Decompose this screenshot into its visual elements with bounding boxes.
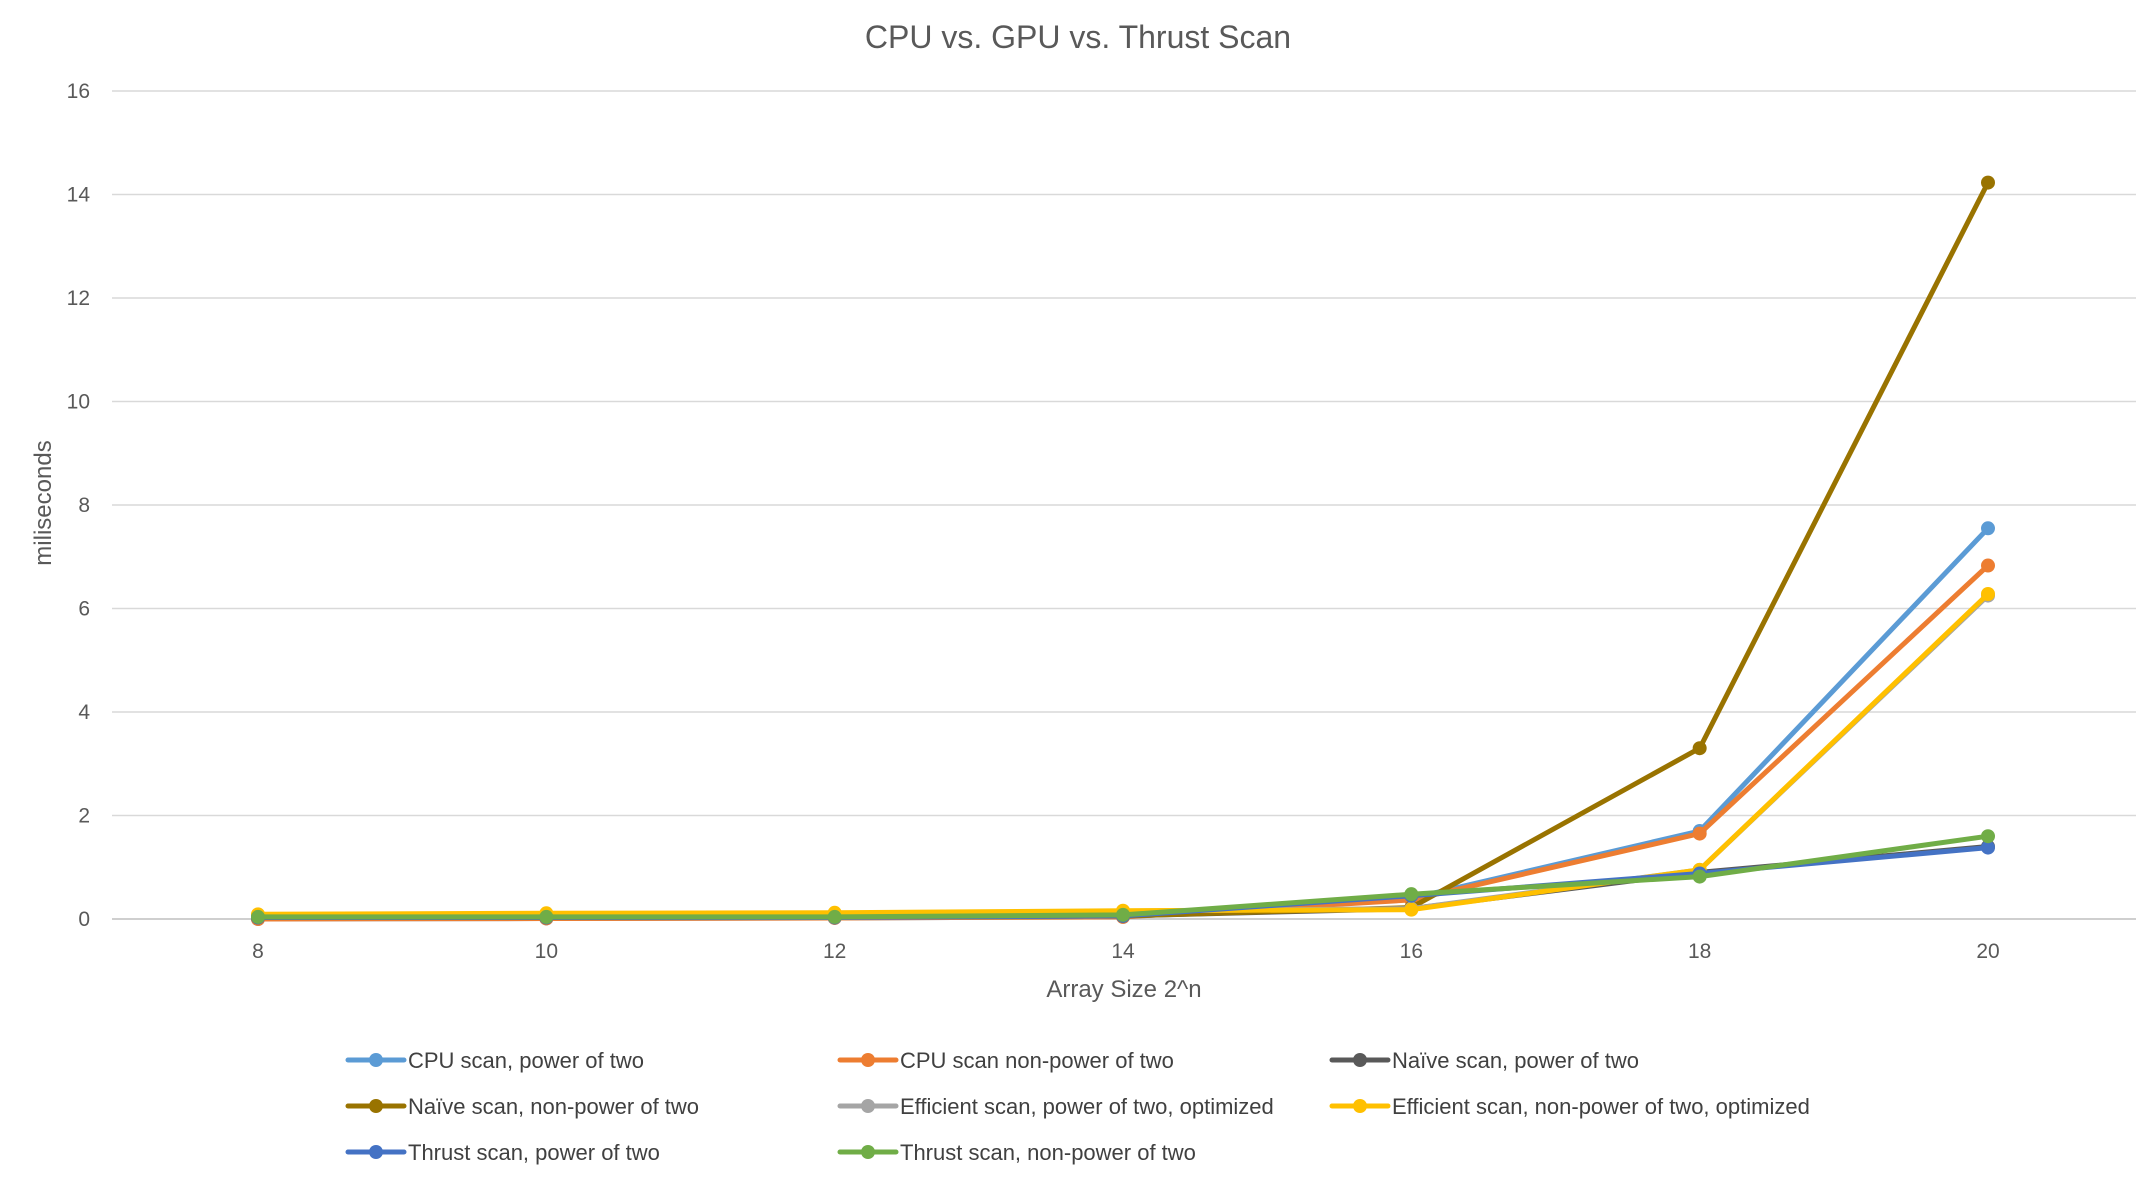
legend-item: Thrust scan, power of two [345, 1140, 660, 1165]
y-tick-label: 16 [67, 80, 90, 103]
x-tick-label: 12 [823, 940, 846, 963]
legend-label: Efficient scan, power of two, optimized [900, 1094, 1274, 1119]
data-point [1692, 826, 1707, 841]
y-tick-label: 14 [67, 184, 91, 207]
series-line [255, 593, 1991, 918]
y-tick-label: 8 [78, 494, 90, 517]
legend-label: CPU scan, power of two [408, 1048, 644, 1073]
y-tick-label: 0 [78, 908, 90, 931]
y-axis-label: miliseconds [30, 440, 57, 565]
legend-swatch-marker [1353, 1053, 1367, 1067]
data-point [1981, 829, 1995, 844]
x-tick-label: 18 [1688, 940, 1711, 963]
legend-label: Naïve scan, non-power of two [408, 1094, 699, 1119]
legend-label: Thrust scan, non-power of two [900, 1140, 1196, 1165]
legend-item: Efficient scan, non-power of two, optimi… [1329, 1094, 1810, 1119]
legend-swatch-marker [861, 1099, 875, 1113]
legend-swatch-marker [861, 1145, 875, 1159]
x-tick-label: 10 [535, 940, 558, 963]
legend-item: Naïve scan, power of two [1329, 1048, 1639, 1073]
legend-swatch-marker [369, 1145, 383, 1159]
gridlines [112, 90, 2136, 920]
data-point [1692, 869, 1707, 884]
x-tick-label: 14 [1111, 940, 1135, 963]
series-line [255, 525, 1991, 922]
series-4 [251, 175, 1995, 925]
data-point [1981, 587, 1995, 602]
y-tick-label: 6 [78, 598, 90, 621]
series-1 [251, 521, 1995, 926]
data-point [1404, 902, 1419, 917]
data-point [1981, 175, 1995, 190]
x-axis-ticks: 8 10 12 14 16 18 20 [252, 940, 2000, 963]
series-layer [251, 175, 1995, 926]
legend-label: Thrust scan, power of two [408, 1140, 660, 1165]
chart-title: CPU vs. GPU vs. Thrust Scan [865, 19, 1291, 55]
legend-item: Thrust scan, non-power of two [837, 1140, 1196, 1165]
legend-item: Naïve scan, non-power of two [345, 1094, 699, 1119]
legend-label: CPU scan non-power of two [900, 1048, 1174, 1073]
y-tick-label: 4 [78, 701, 90, 724]
y-tick-label: 12 [67, 287, 90, 310]
data-point [1981, 558, 1995, 573]
legend-item: CPU scan, power of two [345, 1048, 644, 1073]
data-point [251, 909, 265, 924]
x-tick-label: 16 [1400, 940, 1423, 963]
y-tick-label: 10 [67, 391, 90, 414]
data-point [1692, 741, 1707, 756]
legend-item: Efficient scan, power of two, optimized [837, 1094, 1274, 1119]
legend-item: CPU scan non-power of two [837, 1048, 1174, 1073]
legend-swatch-marker [369, 1053, 383, 1067]
series-line [255, 591, 1991, 917]
x-axis-label: Array Size 2^n [1046, 976, 1201, 1003]
data-point [539, 909, 554, 924]
legend-label: Efficient scan, non-power of two, optimi… [1392, 1094, 1810, 1119]
data-point [1116, 907, 1130, 922]
data-point [1981, 521, 1995, 536]
data-point [1981, 840, 1995, 855]
y-tick-label: 2 [78, 805, 90, 828]
y-axis-ticks: 0 2 4 6 8 10 12 14 16 [67, 80, 91, 931]
series-line [255, 563, 1991, 922]
legend-swatch-marker [861, 1053, 875, 1067]
x-tick-label: 8 [252, 940, 264, 963]
data-point [1404, 887, 1419, 902]
x-tick-label: 20 [1976, 940, 1999, 963]
series-8 [251, 829, 1995, 924]
legend-swatch-marker [369, 1099, 383, 1113]
legend-label: Naïve scan, power of two [1392, 1048, 1639, 1073]
legend: CPU scan, power of two CPU scan non-power… [345, 1048, 1810, 1165]
legend-swatch-marker [1353, 1099, 1367, 1113]
data-point [827, 909, 842, 924]
